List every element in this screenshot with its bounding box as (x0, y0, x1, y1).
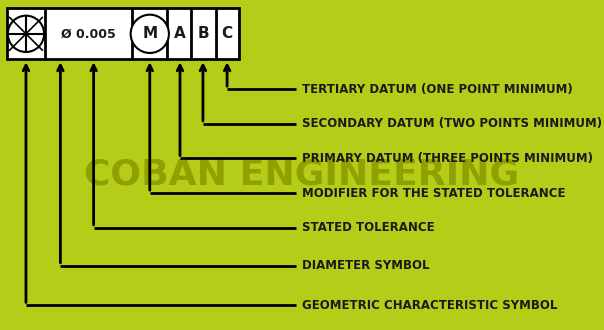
Text: B: B (198, 26, 210, 41)
Ellipse shape (130, 15, 169, 53)
Text: GEOMETRIC CHARACTERISTIC SYMBOL: GEOMETRIC CHARACTERISTIC SYMBOL (302, 299, 557, 312)
Text: PRIMARY DATUM (THREE POINTS MINIMUM): PRIMARY DATUM (THREE POINTS MINIMUM) (302, 152, 593, 165)
Text: TERTIARY DATUM (ONE POINT MINIMUM): TERTIARY DATUM (ONE POINT MINIMUM) (302, 82, 573, 96)
Text: STATED TOLERANCE: STATED TOLERANCE (302, 221, 435, 234)
Text: M: M (142, 26, 158, 41)
Text: COBAN ENGINEERING: COBAN ENGINEERING (85, 158, 519, 192)
Text: A: A (173, 26, 185, 41)
Text: Ø 0.005: Ø 0.005 (61, 27, 116, 40)
Text: DIAMETER SYMBOL: DIAMETER SYMBOL (302, 259, 429, 272)
Bar (7, 8, 239, 59)
Text: SECONDARY DATUM (TWO POINTS MINIMUM): SECONDARY DATUM (TWO POINTS MINIMUM) (302, 117, 602, 130)
Text: C: C (222, 26, 233, 41)
Ellipse shape (8, 16, 44, 52)
Text: MODIFIER FOR THE STATED TOLERANCE: MODIFIER FOR THE STATED TOLERANCE (302, 186, 565, 200)
